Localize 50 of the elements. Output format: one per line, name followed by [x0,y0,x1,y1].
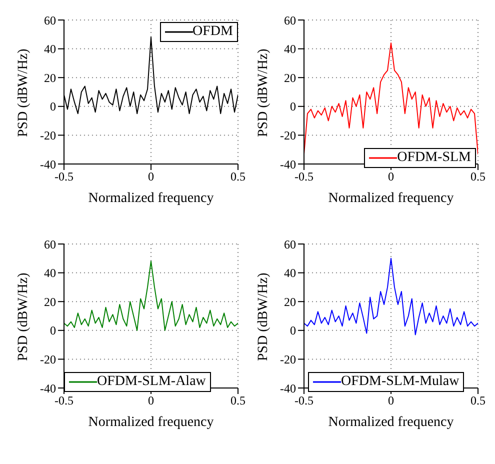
y-axis-title: PSD (dBW/Hz) [16,48,31,137]
x-axis-title: Normalized frequency [88,415,214,430]
y-axis-title: PSD (dBW/Hz) [256,272,271,361]
x-tick-label: 0 [148,170,154,184]
y-tick-label: 20 [284,294,296,309]
y-tick-label: 60 [284,13,296,28]
x-tick-label: -0.5 [294,394,314,408]
y-tick-label: -20 [280,128,296,142]
x-tick-label: -0.5 [54,170,74,184]
y-tick-label: -20 [40,352,56,366]
y-tick-label: -20 [40,128,56,142]
x-tick-label: 0 [148,394,154,408]
line-series [64,260,238,331]
y-tick-label: 20 [44,294,56,309]
legend-label: OFDM [192,24,233,40]
y-tick-label: 0 [50,100,56,114]
y-tick-label: 0 [290,324,296,338]
x-tick-label: 0.5 [230,170,246,184]
x-tick-label: 0.5 [230,394,246,408]
y-tick-label: -40 [280,381,296,396]
y-tick-label: 0 [50,324,56,338]
y-tick-label: 40 [284,42,296,56]
y-tick-label: 60 [44,237,56,252]
y-tick-label: 0 [290,100,296,114]
x-tick-label: 0.5 [470,170,486,184]
line-series [304,258,478,336]
legend-label: OFDM-SLM-Mulaw [341,374,460,390]
x-tick-label: 0 [388,170,394,184]
y-tick-label: 40 [44,42,56,56]
x-tick-label: 0 [388,394,394,408]
x-tick-label: -0.5 [54,394,74,408]
x-tick-label: 0.5 [470,394,486,408]
x-tick-label: -0.5 [294,170,314,184]
y-tick-label: 20 [44,70,56,85]
y-axis-title: PSD (dBW/Hz) [256,48,271,137]
y-tick-label: 20 [284,70,296,85]
y-tick-label: -40 [280,157,296,172]
y-axis-title: PSD (dBW/Hz) [16,272,31,361]
y-tick-label: -20 [280,352,296,366]
x-axis-title: Normalized frequency [328,191,454,206]
y-tick-label: 40 [284,266,296,280]
legend-label: OFDM-SLM [397,150,471,166]
y-tick-label: 40 [44,266,56,280]
x-axis-title: Normalized frequency [328,415,454,430]
y-tick-label: -40 [40,381,56,396]
x-axis-title: Normalized frequency [88,191,214,206]
legend-label: OFDM-SLM-Alaw [97,374,206,390]
y-tick-label: 60 [44,13,56,28]
y-tick-label: -40 [40,157,56,172]
y-tick-label: 60 [284,237,296,252]
